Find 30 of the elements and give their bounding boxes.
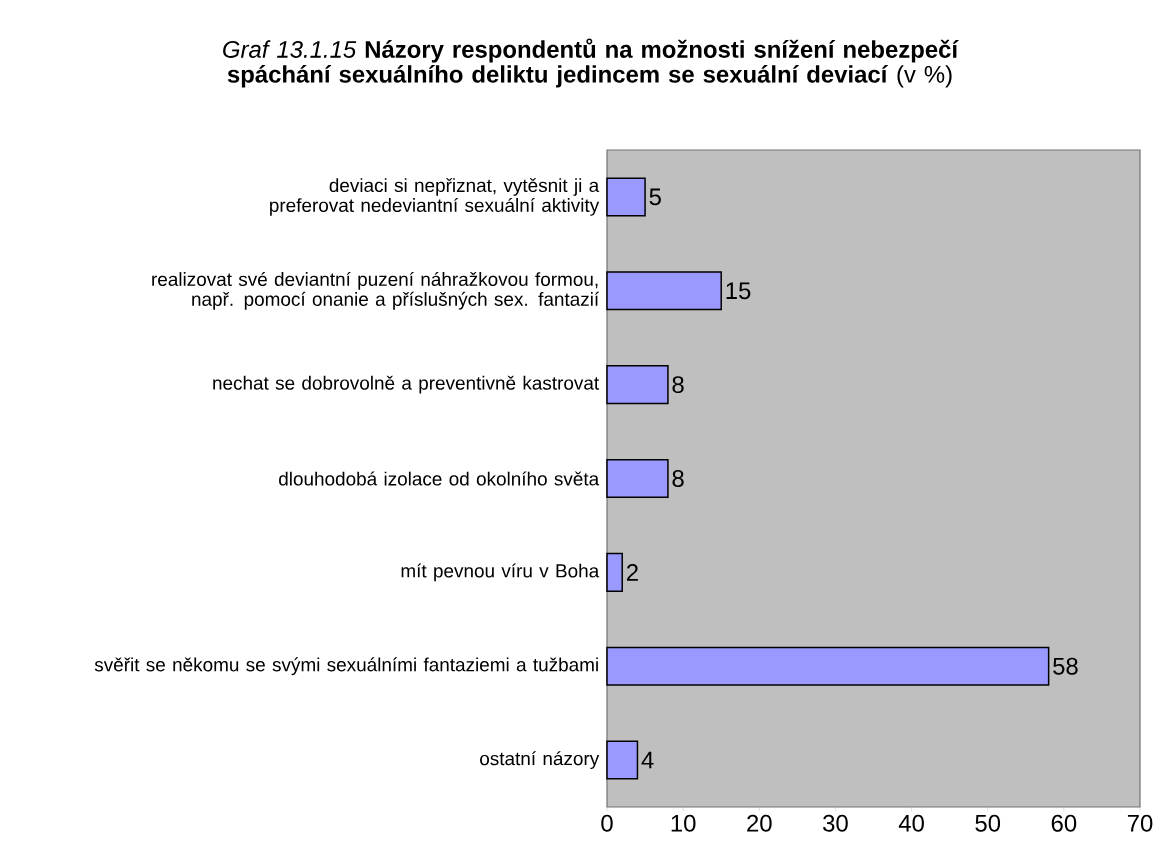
data-label: 15: [726, 282, 751, 300]
y-tick-label: mít pevnou víru v Boha: [401, 563, 600, 582]
y-tick-label: dlouhodobá izolace od okolního světa: [279, 471, 600, 486]
x-tick-label: 50: [975, 814, 1001, 832]
x-tick-label: 70: [1127, 814, 1153, 832]
bar: [606, 552, 623, 592]
y-tick-label: svěřit se někomu se svými sexuálními fantaziemi a tužbami: [94, 657, 598, 676]
bar: [606, 740, 639, 780]
bar: [606, 271, 722, 311]
x-tick-label: 30: [823, 814, 848, 832]
data-label: 58: [1053, 657, 1078, 675]
bar: [606, 177, 646, 217]
x-tick-label: 20: [747, 814, 772, 832]
data-label: 8: [672, 376, 684, 394]
y-tick-label: nechat se dobrovolně a preventivně kastrovat: [213, 375, 600, 394]
chart-title: Graf 13.1.15 Názory respondentů na možnosti snížení nebezpečí spáchání sexuálního deliktu jedincem se sexuální deviací (v %): [223, 38, 959, 88]
data-label: 8: [672, 470, 684, 487]
x-tick-label: 0: [601, 814, 613, 832]
bar: [606, 365, 669, 405]
y-tick-label: deviaci si nepřiznat, vytěsnit ji a preferovat nedeviantní sexuální aktivity: [270, 178, 600, 216]
y-tick-label: ostatní názory: [480, 751, 600, 769]
y-tick-label: realizovat své deviantní puzení náhražkovou formou, např. pomocí onanie a příslušných sex. fantazií: [152, 271, 600, 310]
data-label: 4: [641, 751, 654, 769]
x-tick-label: 60: [1051, 814, 1077, 832]
data-label: 5: [649, 188, 661, 206]
bar: [606, 646, 1050, 686]
data-label: 2: [626, 564, 638, 581]
x-tick-label: 40: [898, 814, 924, 832]
x-tick-label: 10: [671, 814, 696, 832]
bar: [606, 458, 669, 499]
